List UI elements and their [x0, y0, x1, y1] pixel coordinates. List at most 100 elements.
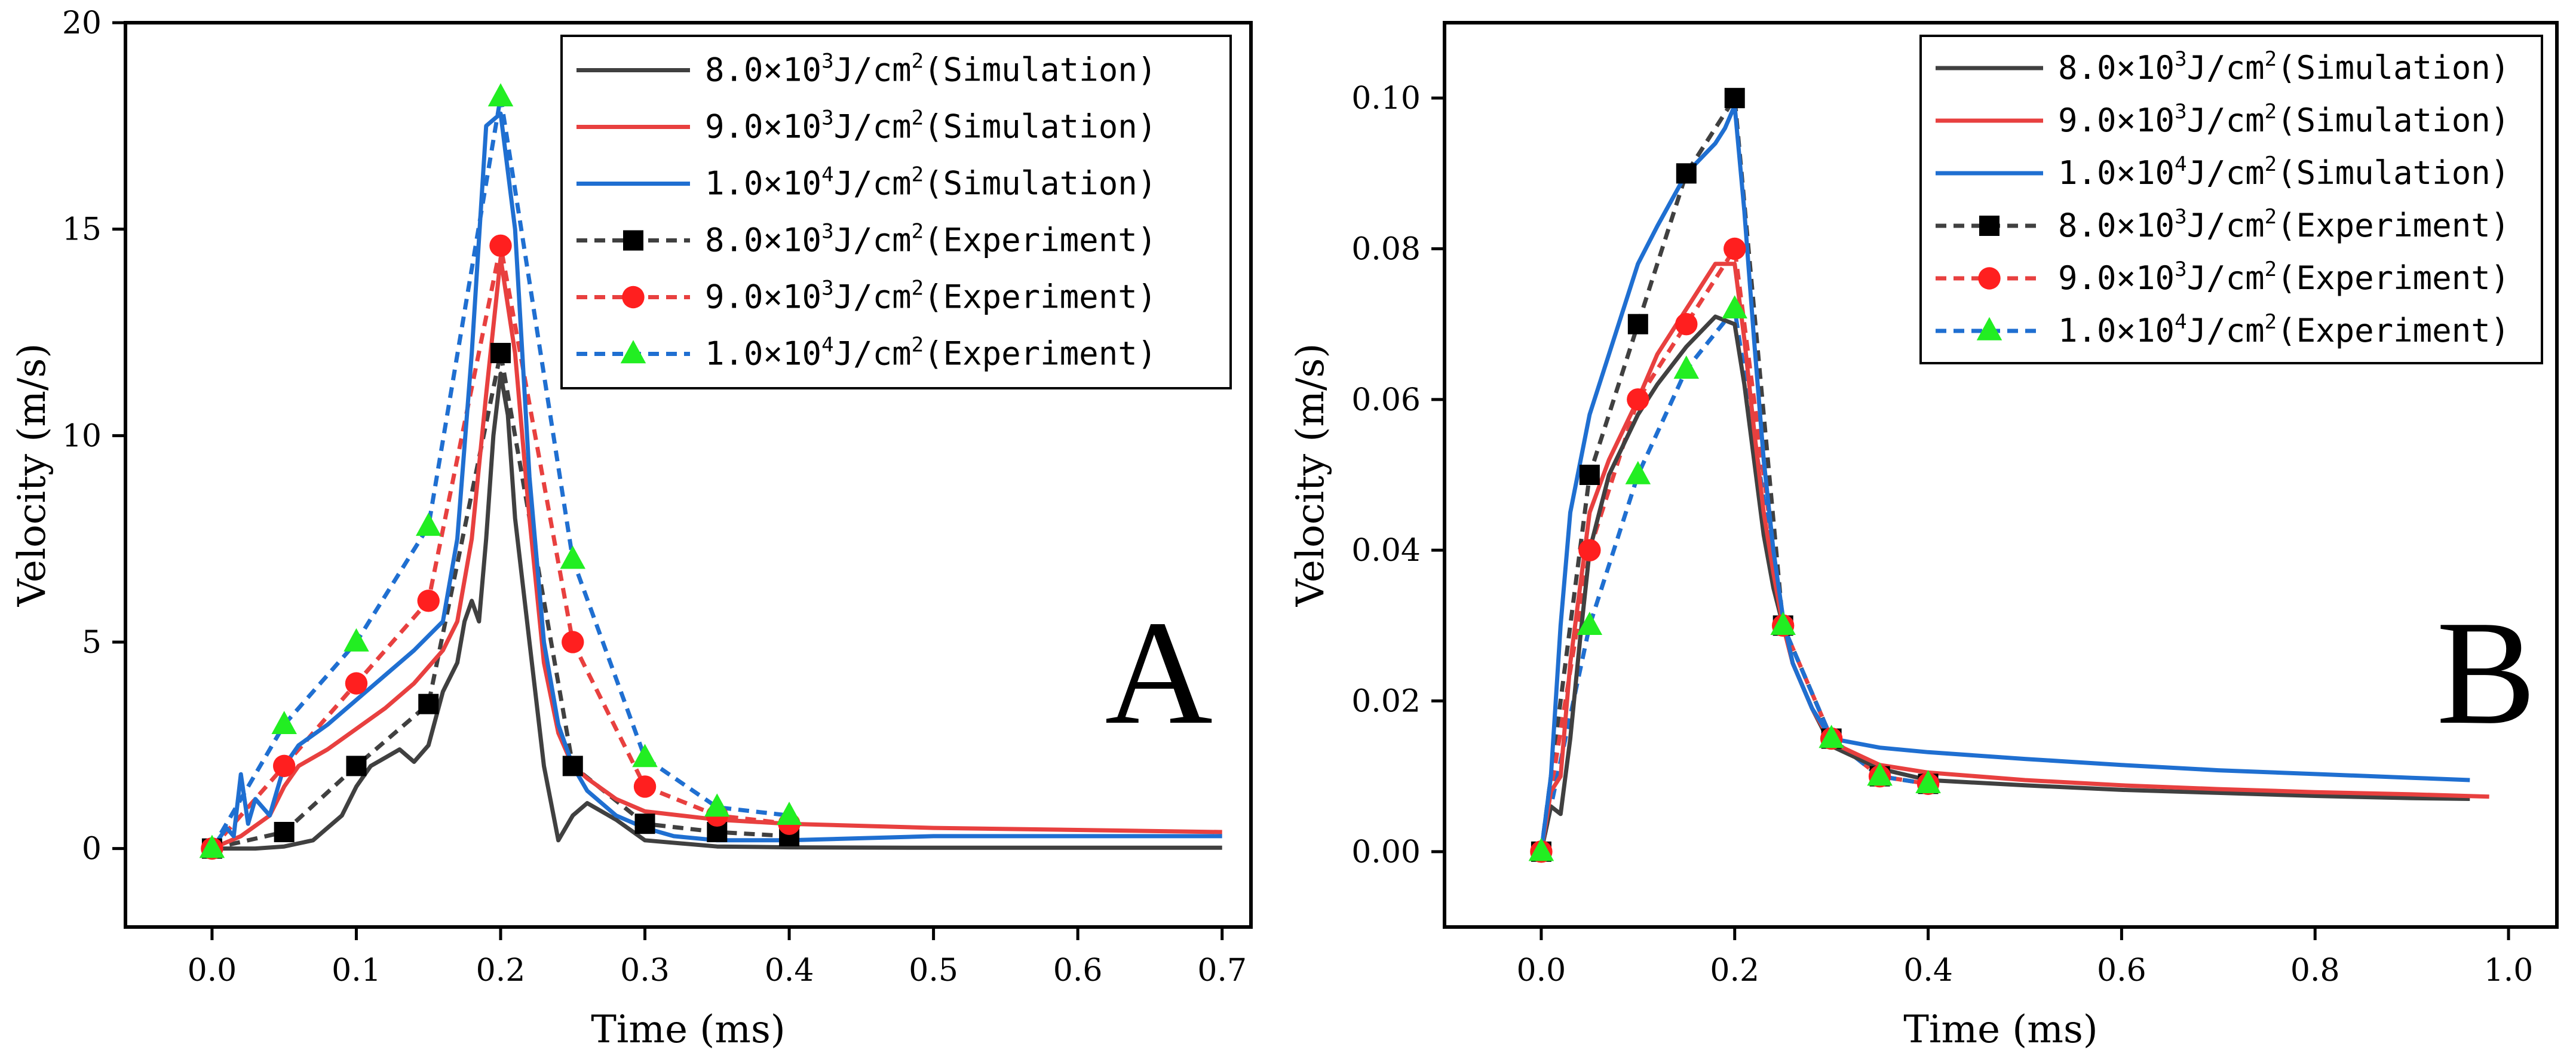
data-point-square: [1579, 465, 1600, 485]
data-point-circle: [1724, 237, 1746, 260]
y-tick-label: 0.04: [1351, 533, 1421, 569]
data-point-square: [274, 821, 295, 842]
data-point-circle: [417, 590, 440, 612]
data-point-triangle: [415, 512, 441, 536]
series-line-2: [211, 256, 1222, 851]
data-point-triangle: [487, 83, 514, 107]
data-point-circle: [272, 754, 296, 778]
x-tick-label: 1.0: [2484, 953, 2534, 989]
legend-frame: [1919, 35, 2543, 364]
x-tick-label: 0.3: [620, 953, 670, 989]
data-point-triangle: [1770, 612, 1796, 636]
y-tick-label: 10: [62, 418, 102, 454]
data-point-circle: [489, 234, 512, 257]
series-line-3: [1539, 103, 2470, 852]
legend-entry: 9.0×103J/cm2(Experiment): [2058, 257, 2510, 297]
data-point-triangle: [1673, 355, 1700, 379]
x-tick-label: 0.8: [2290, 953, 2340, 989]
data-point-circle: [562, 631, 584, 653]
x-axis-label: Time (ms): [591, 1008, 786, 1052]
legend-entry: 9.0×103J/cm2(Experiment): [705, 277, 1157, 316]
y-axis-label: Velocity (m/s): [10, 343, 54, 607]
legend-frame: [560, 35, 1232, 389]
data-point-triangle: [1625, 461, 1651, 484]
data-point-square: [1724, 88, 1745, 109]
legend-entry: 1.0×104J/cm2(Experiment): [2058, 310, 2510, 349]
legend-entry: 1.0×104J/cm2(Simulation): [2058, 152, 2510, 192]
y-tick-label: 0.06: [1351, 382, 1421, 418]
x-tick-label: 0.4: [765, 953, 814, 989]
legend-marker-triangle: [620, 340, 646, 364]
series-line-3: [210, 111, 1222, 850]
x-tick-label: 0.6: [2097, 953, 2146, 989]
y-tick-label: 15: [62, 212, 102, 248]
legend-entry: 9.0×103J/cm2(Simulation): [705, 106, 1157, 146]
y-tick-label: 0.00: [1351, 834, 1421, 870]
x-tick-label: 0.1: [332, 953, 381, 989]
y-tick-label: 0.10: [1351, 81, 1421, 116]
data-point-triangle: [1528, 837, 1554, 861]
data-point-square: [490, 343, 511, 364]
data-point-triangle: [1722, 295, 1747, 319]
y-tick-label: 5: [82, 625, 102, 661]
legend-marker-square: [623, 230, 643, 251]
y-tick-label: 0.02: [1351, 684, 1421, 720]
series-line-2: [1539, 262, 2489, 852]
x-tick-label: 0.0: [188, 953, 237, 989]
x-tick-label: 0.2: [1710, 953, 1759, 989]
legend-marker-circle: [1978, 267, 2001, 290]
legend-entry: 8.0×103J/cm2(Simulation): [705, 50, 1157, 89]
x-tick-label: 0.7: [1197, 953, 1247, 989]
x-tick-label: 0.4: [1903, 953, 1953, 989]
data-point-triangle: [1818, 725, 1844, 748]
data-point-square: [562, 756, 583, 776]
legend-marker-circle: [622, 286, 645, 309]
data-point-triangle: [344, 628, 369, 652]
data-point-circle: [1578, 539, 1601, 561]
series-line-4: [211, 351, 790, 851]
axes-frame: [124, 21, 1253, 929]
legend: 8.0×103J/cm2(Simulation) 9.0×103J/cm2(Sim…: [560, 35, 1232, 389]
legend-entry: 9.0×103J/cm2(Simulation): [2058, 100, 2510, 139]
plot-area: [1528, 88, 2489, 863]
data-point-circle: [345, 672, 368, 695]
data-point-triangle: [199, 834, 225, 858]
data-point-triangle: [560, 545, 586, 569]
axes-frame: [1443, 21, 2559, 929]
legend-marker-square: [1979, 216, 2000, 236]
x-tick-label: 0.5: [909, 953, 958, 989]
data-point-triangle: [704, 793, 730, 817]
y-tick-label: 0.08: [1351, 232, 1421, 268]
data-point-square: [1627, 314, 1648, 334]
panel-b-chart: 0.0 0.2 0.4 0.6 0.8 1.0 0.00 0.02 0.04 0.06 0.08 0.…: [1289, 21, 2559, 1052]
panel-letter: A: [1105, 590, 1213, 756]
plot-area: [199, 83, 1222, 860]
data-point-circle: [633, 775, 657, 798]
legend-entry: 8.0×103J/cm2(Simulation): [2058, 47, 2510, 87]
data-point-square: [418, 693, 439, 714]
x-tick-label: 0.6: [1053, 953, 1103, 989]
panel-letter: B: [2436, 590, 2536, 756]
legend-entry: 1.0×104J/cm2(Experiment): [705, 333, 1157, 373]
legend-entry: 1.0×104J/cm2(Simulation): [705, 163, 1157, 202]
y-tick-label: 0: [82, 831, 102, 867]
data-point-circle: [1675, 312, 1698, 336]
data-point-circle: [1627, 388, 1649, 411]
x-tick-label: 0.2: [476, 953, 526, 989]
data-point-triangle: [632, 744, 658, 768]
legend: 8.0×103J/cm2(Simulation) 9.0×103J/cm2(Sim…: [1919, 35, 2543, 364]
data-point-triangle: [271, 711, 297, 734]
data-point-triangle: [1915, 770, 1941, 793]
legend-entry: 8.0×103J/cm2(Experiment): [705, 220, 1157, 259]
data-point-square: [634, 814, 655, 834]
series-line-1: [211, 372, 1222, 851]
series-line-1: [1539, 314, 2470, 852]
y-tick-label: 20: [62, 5, 102, 41]
legend-entry: 8.0×103J/cm2(Experiment): [2058, 205, 2510, 244]
data-point-triangle: [776, 802, 802, 825]
panel-a-chart: 0.0 0.1 0.2 0.3 0.4 0.5 0.6 0.7 0 5 10 15 20 Time (ms…: [10, 5, 1253, 1052]
x-axis-label: Time (ms): [1903, 1008, 2098, 1052]
data-point-triangle: [1867, 762, 1893, 786]
data-point-square: [346, 756, 367, 776]
